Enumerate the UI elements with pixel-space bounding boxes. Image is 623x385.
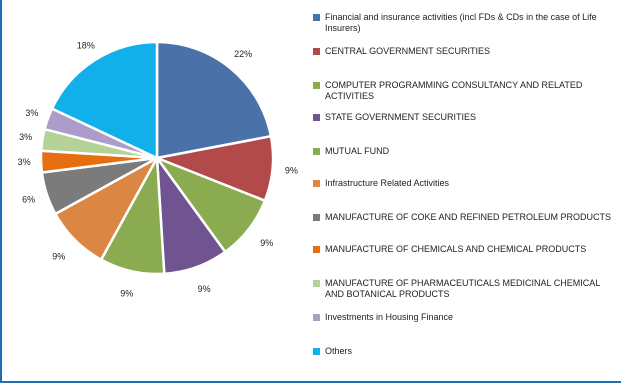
legend-label: STATE GOVERNMENT SECURITIES: [325, 112, 477, 122]
legend-swatch: [313, 14, 320, 21]
legend-label: CENTRAL GOVERNMENT SECURITIES: [325, 46, 491, 56]
slice-data-label: 6%: [22, 195, 35, 205]
legend-swatch: [313, 148, 320, 155]
legend-swatch: [313, 348, 320, 355]
pie-chart: 22% 9% 9% 9% 9% 9% 6% 3% 3% 3% 18%: [18, 40, 298, 299]
legend-swatch: [313, 214, 320, 221]
legend-item: COMPUTER PROGRAMMING CONSULTANCY AND REL…: [313, 80, 618, 102]
legend-label: Others: [325, 346, 353, 356]
legend-label: MANUFACTURE OF CHEMICALS AND CHEMICAL PR…: [325, 244, 587, 254]
slice-data-label: 9%: [285, 166, 298, 176]
slice-data-label: 3%: [25, 108, 38, 118]
legend-swatch: [313, 246, 320, 253]
slice-data-label: 18%: [77, 41, 95, 51]
legend-label: MANUFACTURE OF PHARMACEUTICALS MEDICINAL…: [325, 278, 600, 299]
slice-data-label: 3%: [18, 157, 31, 167]
legend-swatch: [313, 114, 320, 121]
legend-swatch: [313, 48, 320, 55]
legend-item: MUTUAL FUND: [313, 146, 389, 157]
legend-item: MANUFACTURE OF CHEMICALS AND CHEMICAL PR…: [313, 244, 586, 255]
slice-data-label: 9%: [260, 238, 273, 248]
legend-item: CENTRAL GOVERNMENT SECURITIES: [313, 46, 490, 57]
legend-item: STATE GOVERNMENT SECURITIES: [313, 112, 476, 123]
legend-swatch: [313, 180, 320, 187]
legend-item: MANUFACTURE OF PHARMACEUTICALS MEDICINAL…: [313, 278, 618, 300]
legend-swatch: [313, 280, 320, 287]
slice-data-label: 22%: [234, 49, 252, 59]
legend-label: Investments in Housing Finance: [325, 312, 454, 322]
legend-item: Financial and insurance activities (incl…: [313, 12, 618, 34]
pie-slice: [155, 40, 273, 160]
slice-data-label: 9%: [52, 251, 65, 261]
legend-item: MANUFACTURE OF COKE AND REFINED PETROLEU…: [313, 212, 611, 223]
legend-label: Infrastructure Related Activities: [325, 178, 450, 188]
slice-data-label: 9%: [198, 284, 211, 294]
legend-item: Investments in Housing Finance: [313, 312, 453, 323]
legend-label: Financial and insurance activities (incl…: [325, 12, 597, 33]
legend-item: Others: [313, 346, 352, 357]
legend-label: MUTUAL FUND: [325, 146, 390, 156]
slice-data-label: 9%: [120, 289, 133, 299]
pie-slice: [50, 40, 159, 160]
legend-swatch: [313, 314, 320, 321]
legend-swatch: [313, 82, 320, 89]
legend-item: Infrastructure Related Activities: [313, 178, 449, 189]
slice-data-label: 3%: [19, 132, 32, 142]
legend-label: COMPUTER PROGRAMMING CONSULTANCY AND REL…: [325, 80, 583, 101]
legend-label: MANUFACTURE OF COKE AND REFINED PETROLEU…: [325, 212, 612, 222]
